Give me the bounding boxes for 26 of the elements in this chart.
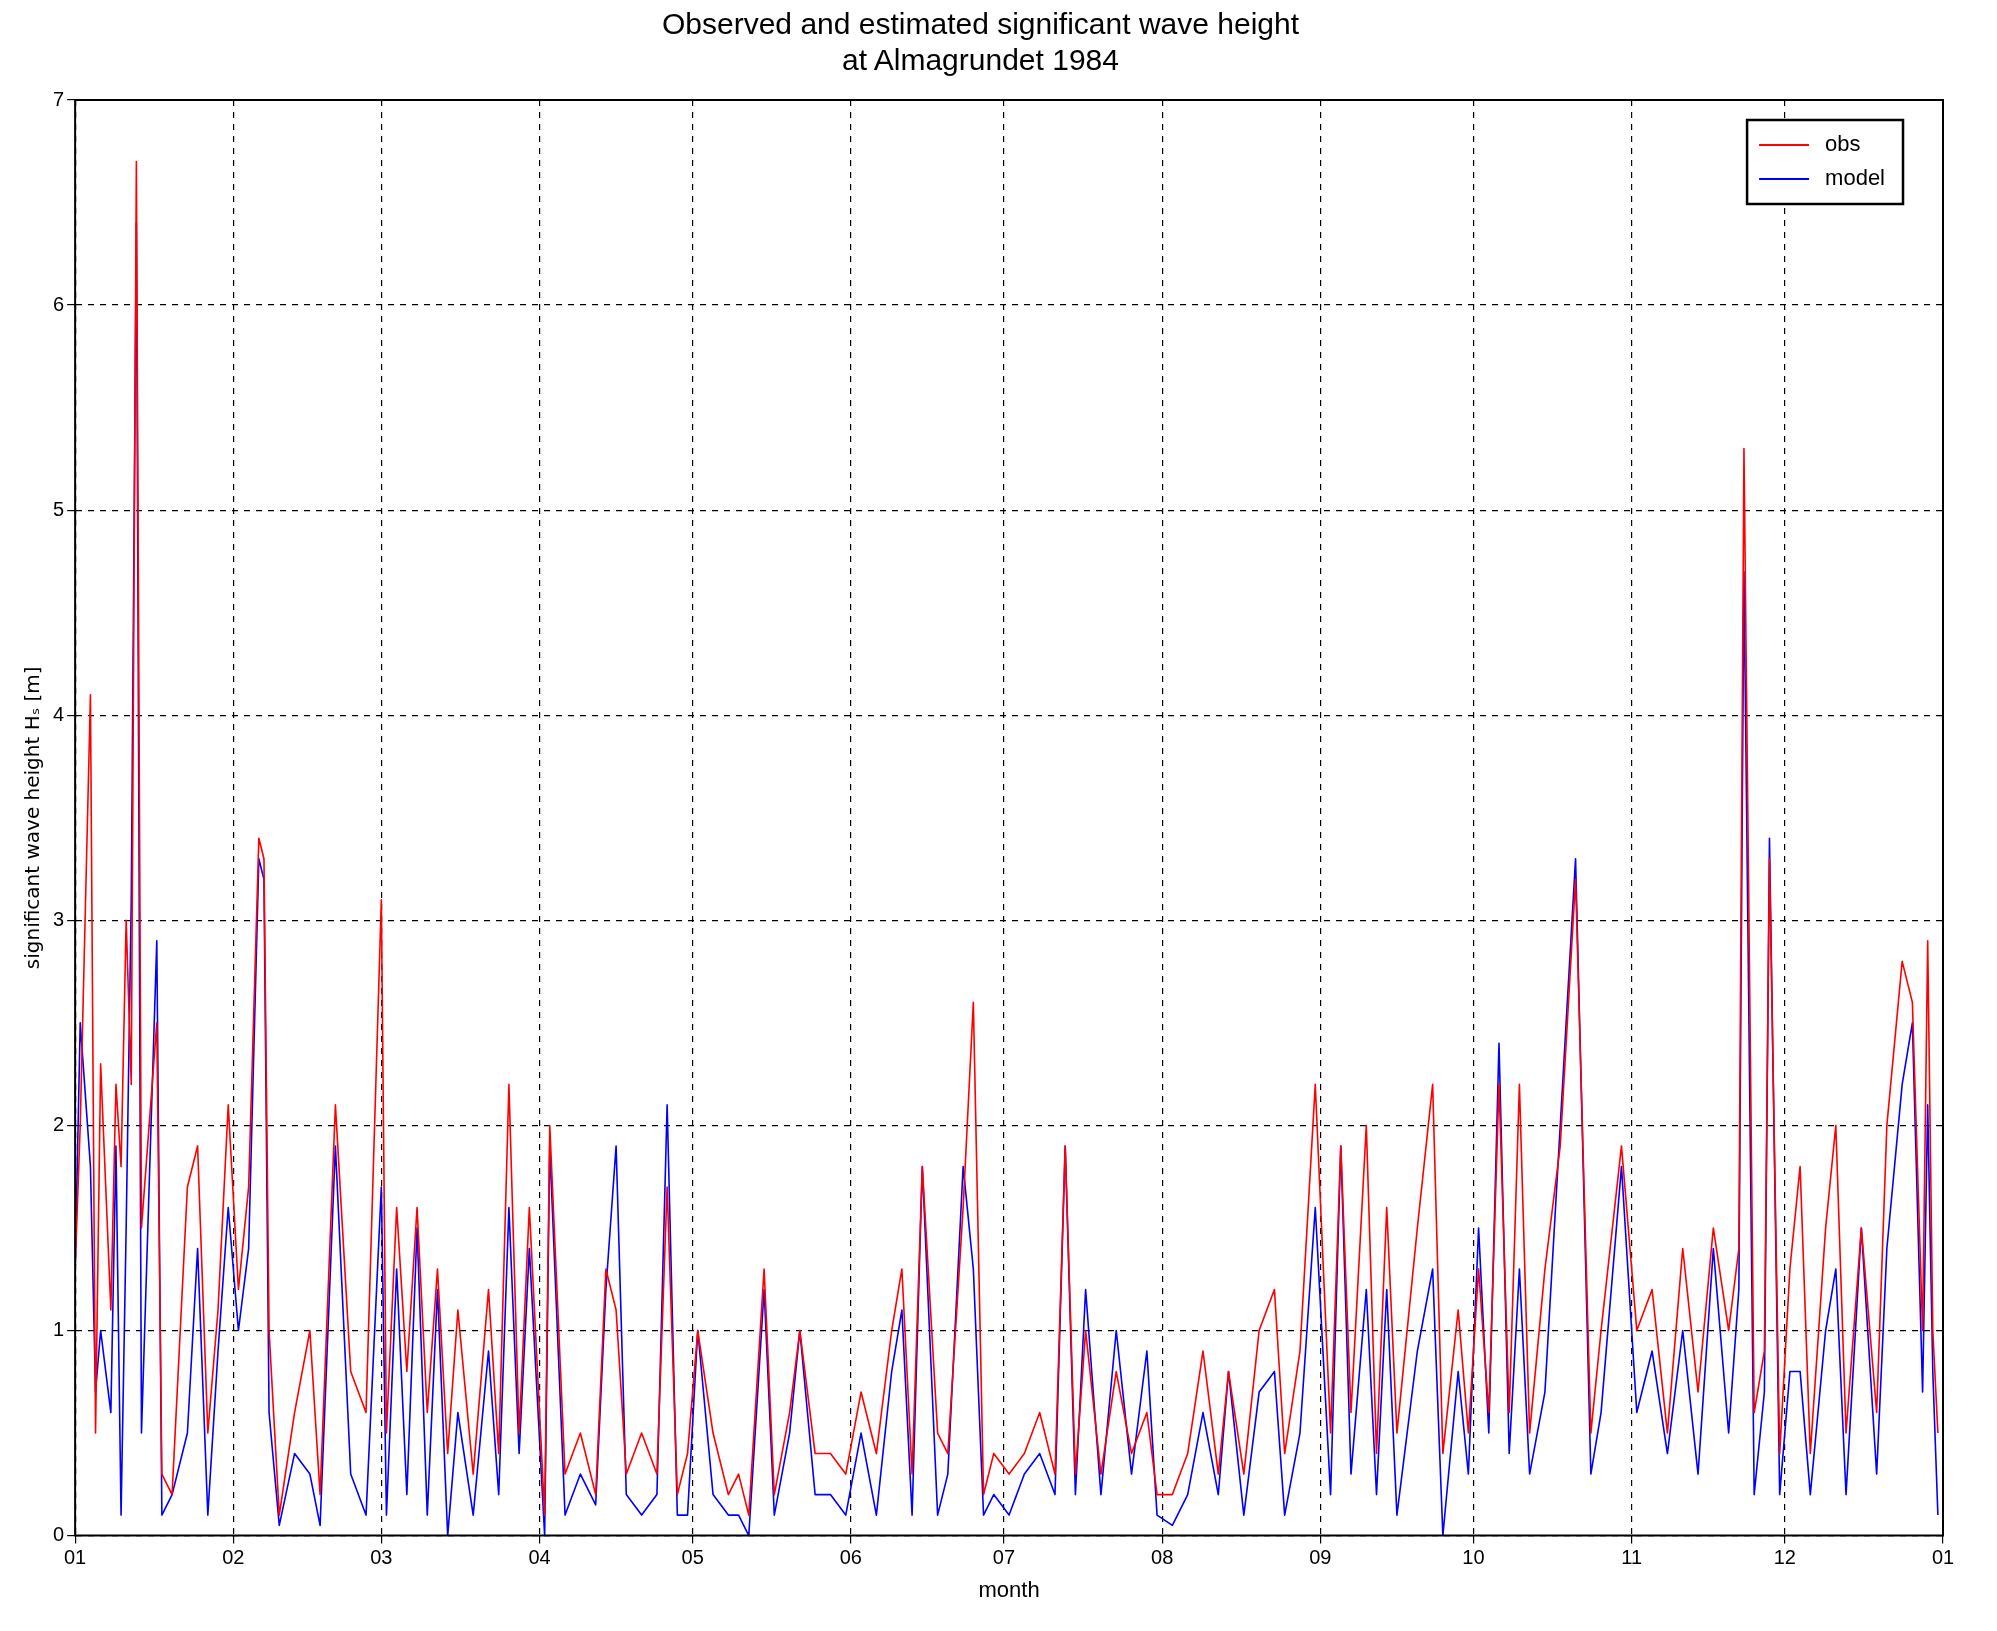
legend-label: obs [1825, 131, 1861, 157]
x-tick-label: 09 [1309, 1546, 1332, 1569]
x-tick-label: 01 [64, 1546, 87, 1569]
y-tick-label: 3 [53, 907, 65, 930]
x-tick-label: 04 [528, 1546, 551, 1569]
y-tick-label: 5 [53, 497, 65, 520]
x-tick-label: 11 [1621, 1546, 1643, 1569]
x-axis-title: month [978, 1576, 1040, 1602]
y-tick-label: 4 [53, 702, 65, 725]
y-tick-label: 1 [53, 1318, 65, 1341]
x-tick-label: 01 [1931, 1546, 1955, 1569]
x-tick-label: 08 [1151, 1546, 1174, 1569]
y-tick-label: 2 [53, 1112, 65, 1135]
chart-title: Observed and estimated significant wave height at Almagrundet 1984 [661, 7, 1300, 77]
legend-label: model [1825, 165, 1885, 191]
x-tick-label: 03 [370, 1546, 393, 1569]
x-tick-label: 07 [992, 1546, 1016, 1569]
y-tick-label: 6 [53, 292, 65, 315]
y-tick-label: 0 [53, 1523, 65, 1546]
x-tick-label: 02 [222, 1546, 245, 1569]
x-tick-label: 06 [839, 1546, 862, 1569]
x-tick-label: 10 [1462, 1546, 1485, 1569]
x-tick-label: 05 [681, 1546, 704, 1569]
x-tick-label: 12 [1773, 1546, 1796, 1569]
y-tick-label: 7 [53, 87, 65, 110]
y-axis-title: significant wave height Hₛ [m] [20, 666, 45, 970]
